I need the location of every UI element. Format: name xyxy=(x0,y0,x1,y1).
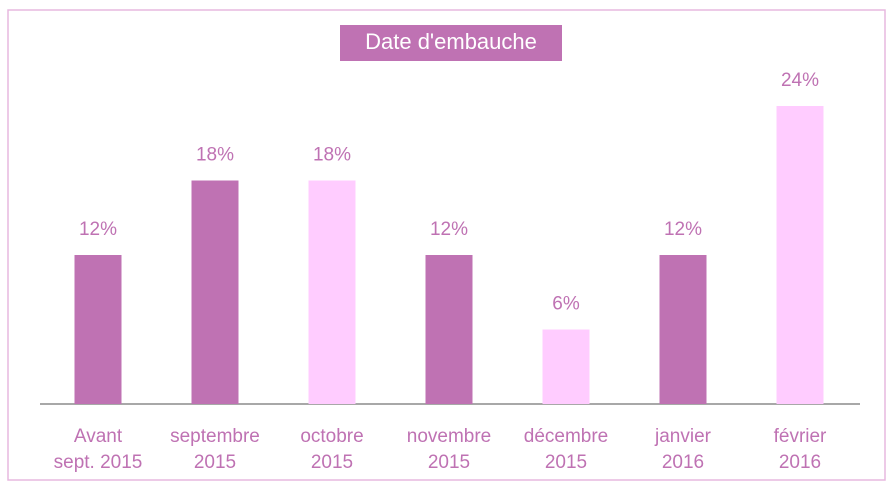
x-tick-label: 2016 xyxy=(779,452,821,473)
bar xyxy=(425,255,473,404)
value-label: 18% xyxy=(196,145,234,166)
x-tick-label: novembre xyxy=(407,426,492,447)
x-tick-label: Avant xyxy=(74,426,123,447)
bar xyxy=(542,329,590,404)
x-tick-label: sept. 2015 xyxy=(54,452,143,473)
x-tick-label: janvier xyxy=(654,426,712,447)
value-label: 12% xyxy=(430,219,468,240)
x-tick-label: 2015 xyxy=(194,452,236,473)
bar xyxy=(776,106,824,404)
chart-title: Date d'embauche xyxy=(365,29,537,54)
value-label: 12% xyxy=(79,219,117,240)
title-box xyxy=(340,25,562,61)
x-tick-label: 2016 xyxy=(662,452,704,473)
x-tick-label: 2015 xyxy=(428,452,470,473)
x-tick-label: décembre xyxy=(524,426,609,447)
bar xyxy=(308,180,356,404)
bar xyxy=(191,180,239,404)
frame xyxy=(7,9,886,481)
value-label: 18% xyxy=(313,145,351,166)
x-tick-label: 2015 xyxy=(545,452,587,473)
value-label: 12% xyxy=(664,219,702,240)
value-label: 6% xyxy=(552,294,580,315)
x-tick-label: février xyxy=(774,426,827,447)
x-tick-label: octobre xyxy=(300,426,363,447)
bar xyxy=(659,255,707,404)
x-tick-label: septembre xyxy=(170,426,260,447)
value-label: 24% xyxy=(781,70,819,91)
bar xyxy=(74,255,122,404)
x-tick-label: 2015 xyxy=(311,452,353,473)
